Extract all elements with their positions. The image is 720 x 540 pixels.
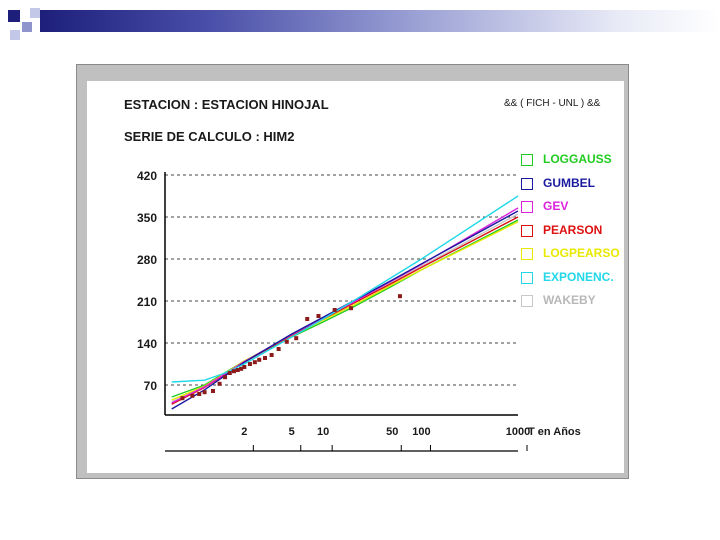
title-bar-gradient xyxy=(40,10,720,32)
series-line-exponenc xyxy=(171,195,519,383)
chart-panel xyxy=(87,81,624,473)
observed-point xyxy=(223,375,228,380)
observed-point xyxy=(257,357,262,362)
y-tick-label: 140 xyxy=(137,337,157,351)
observed-point xyxy=(231,369,236,374)
series-title: SERIE DE CALCULO : HIM2 xyxy=(124,129,295,144)
legend-label: LOGGAUSS xyxy=(543,152,612,166)
observed-point xyxy=(210,389,215,393)
legend-swatch xyxy=(521,224,533,237)
legend-swatch xyxy=(521,295,533,307)
observed-point xyxy=(227,371,232,375)
x-tick-label: 50 xyxy=(386,426,398,438)
observed-point xyxy=(316,314,321,318)
legend-label: GEV xyxy=(543,199,569,213)
x-tick-label: 10 xyxy=(317,426,329,438)
x-tick-label: 1000 xyxy=(506,426,530,438)
legend-swatch xyxy=(521,271,533,284)
observed-point xyxy=(349,306,354,311)
legend-swatch xyxy=(521,154,533,166)
legend-swatch xyxy=(521,177,533,190)
legend-label: GUMBEL xyxy=(543,175,595,190)
y-tick-label: 280 xyxy=(137,253,157,267)
observed-point xyxy=(269,353,274,357)
series-line-gumbel xyxy=(171,210,519,410)
x-tick-label: 5 xyxy=(289,426,295,438)
legend-label: WAKEBY xyxy=(543,293,596,307)
credit-label: && ( FICH - UNL ) && xyxy=(504,98,601,109)
observed-point xyxy=(239,366,244,371)
observed-point xyxy=(263,356,268,360)
legend-label: PEARSON xyxy=(543,222,603,237)
x-tick-label: 2 xyxy=(241,426,247,438)
observed-point xyxy=(294,336,299,341)
observed-point xyxy=(235,368,240,372)
x-axis-label: T en Años xyxy=(528,426,581,438)
y-tick-label: 70 xyxy=(144,379,158,393)
observed-point xyxy=(180,396,185,401)
y-tick-label: 350 xyxy=(137,211,157,225)
observed-point xyxy=(332,308,337,312)
observed-point xyxy=(202,390,207,395)
observed-point xyxy=(242,365,247,369)
observed-point xyxy=(217,381,222,386)
legend-swatch xyxy=(521,201,533,213)
observed-point xyxy=(190,393,195,398)
y-tick-label: 210 xyxy=(137,295,157,309)
legend-label: EXPONENC. xyxy=(543,269,614,284)
observed-point xyxy=(284,339,289,344)
observed-point xyxy=(197,392,202,396)
legend-swatch xyxy=(521,248,533,260)
station-title: ESTACION : ESTACION HINOJAL xyxy=(124,97,329,112)
observed-point xyxy=(276,347,281,351)
observed-point xyxy=(305,317,310,321)
x-tick-label: 100 xyxy=(412,426,430,438)
observed-point xyxy=(397,294,402,299)
legend-label: LOGPEARSO xyxy=(543,246,620,260)
y-tick-label: 420 xyxy=(137,169,157,183)
observed-point xyxy=(247,362,252,366)
observed-point xyxy=(252,360,257,365)
